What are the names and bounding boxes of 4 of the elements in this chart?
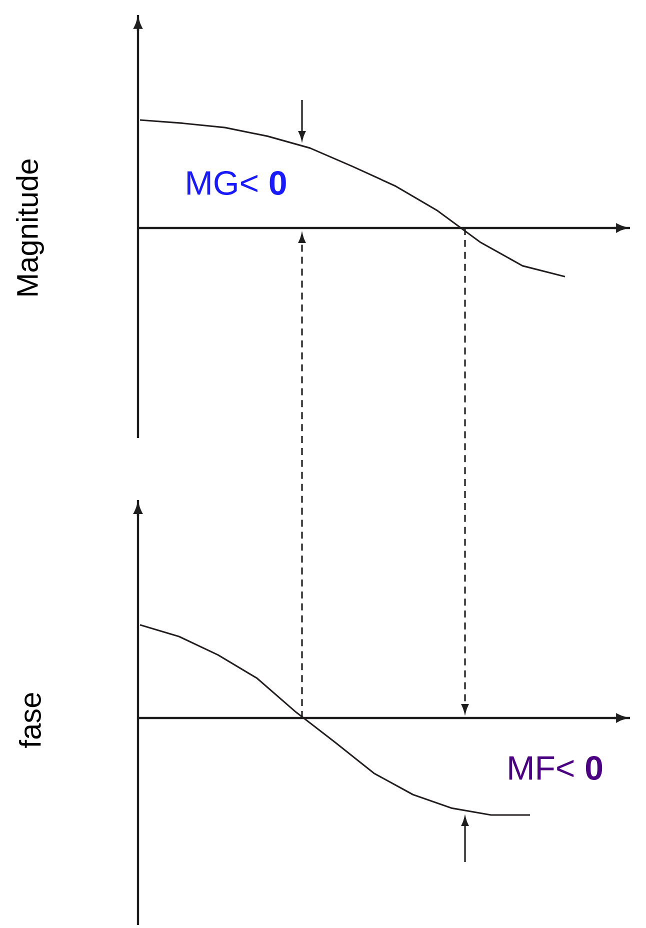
annotation: MF< 0 (509, 756, 602, 780)
y-axis-title: Magnitude (16, 160, 44, 296)
annotation: MG< 0 (187, 170, 286, 195)
y-axis-title: fase (19, 693, 41, 748)
